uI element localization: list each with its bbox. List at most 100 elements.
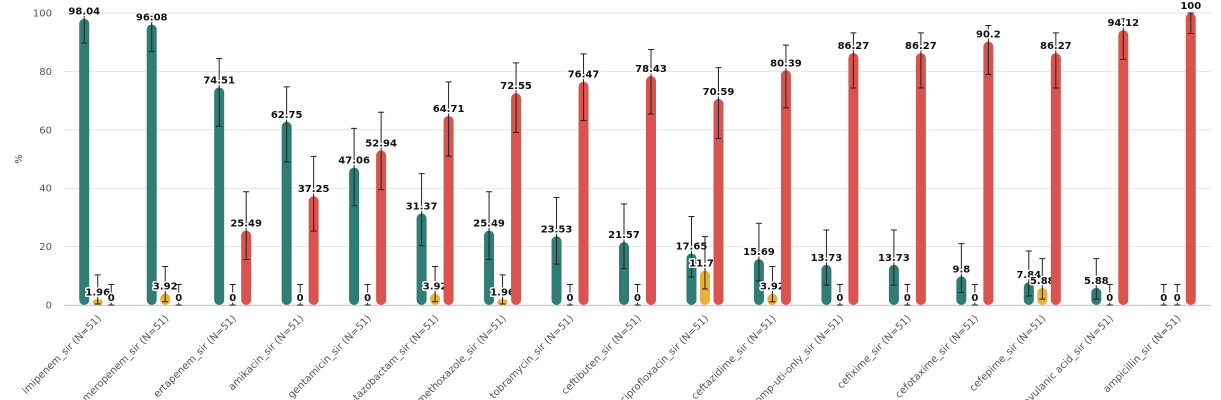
bar: [376, 150, 387, 305]
value-label: 76.47: [568, 70, 600, 81]
error-bar: [1039, 258, 1046, 300]
value-label: 37.25: [298, 184, 330, 195]
value-label: 0: [634, 293, 641, 304]
bar: [915, 53, 926, 305]
value-label: 13.73: [878, 253, 910, 264]
value-label: 0: [904, 293, 911, 304]
value-label: 5.88: [1084, 276, 1109, 287]
bar: [146, 24, 157, 305]
error-bar: [782, 44, 789, 109]
error-bar: [175, 284, 182, 306]
x-tick-label: amikacin_sir (N=51): [227, 313, 307, 393]
error-bar: [1174, 284, 1181, 306]
error-bar: [1106, 284, 1113, 306]
bar: [241, 230, 252, 305]
error-bar: [1093, 258, 1100, 300]
error-bar: [513, 62, 520, 133]
value-label: 0: [364, 293, 371, 304]
value-label: 21.57: [608, 230, 640, 241]
error-bar: [1187, 12, 1194, 34]
value-label: 25.49: [473, 219, 505, 230]
error-bar: [351, 127, 358, 207]
value-label: 1.96: [490, 287, 515, 298]
bar: [484, 230, 495, 305]
error-bar: [108, 284, 115, 306]
error-bar: [917, 32, 924, 89]
error-bar: [364, 284, 371, 306]
bar: [308, 196, 319, 305]
error-bar: [958, 243, 965, 293]
value-label: 0: [175, 293, 182, 304]
bar: [79, 18, 90, 305]
error-bar: [688, 216, 695, 278]
bar: [349, 167, 360, 305]
y-tick-label: 0: [46, 301, 52, 312]
error-bar: [243, 191, 250, 260]
bar: [214, 87, 225, 305]
value-label: 74.51: [203, 75, 235, 86]
bar: [983, 41, 994, 306]
error-bar: [580, 53, 587, 121]
error-bar: [1160, 284, 1167, 306]
value-label: 9.8: [952, 264, 970, 275]
bar: [753, 259, 764, 305]
error-bar: [310, 155, 317, 232]
error-bar: [890, 229, 897, 286]
value-label: 0: [229, 293, 236, 304]
error-bar: [283, 86, 290, 163]
value-label: 0: [1160, 293, 1167, 304]
value-label: 3.92: [153, 282, 178, 293]
value-label: 86.27: [1040, 41, 1072, 52]
x-tick-label: cefixime_sir (N=51): [836, 313, 914, 391]
error-bar: [1052, 32, 1059, 89]
error-bar: [432, 265, 439, 303]
bar: [1118, 30, 1129, 306]
value-label: 31.37: [406, 201, 438, 212]
error-bar: [621, 203, 627, 269]
value-label: 0: [567, 293, 574, 304]
error-bar: [162, 265, 169, 303]
error-bar: [499, 274, 506, 305]
value-label: 100: [1180, 1, 1201, 12]
error-bar: [94, 274, 101, 305]
value-label: 98.04: [68, 7, 100, 18]
error-bar: [850, 32, 857, 89]
error-bar: [971, 284, 978, 306]
error-bar: [648, 49, 654, 115]
value-label: 1.96: [85, 287, 110, 298]
bar: [281, 121, 292, 306]
value-label: 86.27: [905, 41, 937, 52]
value-label: 3.92: [423, 282, 448, 293]
bar: [619, 242, 629, 305]
error-bar: [418, 173, 425, 247]
error-bar: [445, 81, 452, 157]
error-bar: [823, 229, 830, 286]
bar: [1185, 13, 1196, 305]
value-label: 0: [297, 293, 304, 304]
bar: [848, 53, 859, 305]
x-tick-label: cefepime_sir (N=51): [968, 313, 1049, 394]
error-bar: [297, 284, 304, 306]
value-label: 96.08: [136, 12, 168, 23]
value-label: 7.84: [1016, 270, 1041, 281]
value-label: 0: [108, 293, 115, 304]
error-bar: [769, 265, 776, 303]
bar: [511, 93, 522, 306]
value-label: 0: [1174, 293, 1181, 304]
error-bar: [904, 284, 911, 306]
value-label: 0: [1106, 293, 1113, 304]
y-tick-label: 20: [39, 242, 52, 253]
value-label: 80.39: [770, 58, 802, 69]
error-bar: [715, 67, 722, 140]
value-label: 15.69: [743, 247, 775, 258]
error-bar: [486, 191, 493, 260]
value-label: 5.88: [1030, 276, 1055, 287]
error-bar: [553, 197, 560, 265]
error-bar: [216, 58, 223, 127]
bar: [443, 116, 454, 305]
y-tick-label: 80: [39, 67, 52, 78]
error-bar: [634, 284, 641, 306]
value-label: 86.27: [838, 41, 870, 52]
value-label: 3.92: [760, 282, 785, 293]
